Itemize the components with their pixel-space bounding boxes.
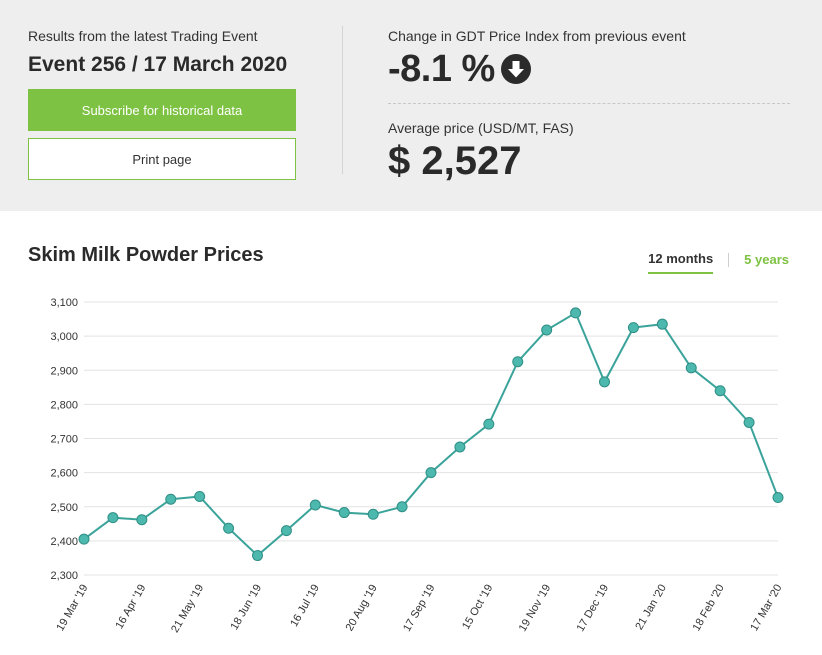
data-point xyxy=(570,307,582,319)
event-title: Event 256 / 17 March 2020 xyxy=(28,53,288,76)
series-line xyxy=(83,311,779,557)
data-point xyxy=(512,356,524,368)
event-summary: Results from the latest Trading Event Ev… xyxy=(28,28,296,180)
data-point xyxy=(627,322,639,334)
data-point xyxy=(194,491,206,503)
data-point xyxy=(714,385,726,397)
x-tick-label: 17 Mar '20 xyxy=(748,583,784,634)
y-tick-label: 2,800 xyxy=(50,399,78,411)
data-point xyxy=(165,493,177,505)
data-point xyxy=(685,362,697,374)
data-point xyxy=(338,507,350,519)
average-price-caption: Average price (USD/MT, FAS) xyxy=(388,120,574,136)
x-tick-label: 16 Jul '19 xyxy=(288,583,322,629)
tab-12-months[interactable]: 12 months xyxy=(648,251,714,274)
x-tick-label: 21 May '19 xyxy=(169,583,206,635)
data-point xyxy=(425,467,437,479)
y-tick-label: 2,700 xyxy=(50,434,78,446)
x-tick-label: 16 Apr '19 xyxy=(113,583,148,632)
data-point xyxy=(396,501,408,513)
print-page-button[interactable]: Print page xyxy=(28,138,296,180)
data-point xyxy=(772,492,784,504)
data-point xyxy=(136,514,148,526)
data-point xyxy=(743,416,755,428)
data-point xyxy=(656,318,668,330)
x-tick-label: 17 Dec '19 xyxy=(575,583,612,634)
data-point xyxy=(541,324,553,336)
summary-panel: Results from the latest Trading Event Ev… xyxy=(0,0,822,211)
x-tick-label: 19 Mar '19 xyxy=(54,583,90,634)
data-point xyxy=(454,441,466,453)
data-point xyxy=(483,418,495,430)
subscribe-button[interactable]: Subscribe for historical data xyxy=(28,89,296,131)
arrow-down-circle-icon xyxy=(500,54,531,84)
tab-separator xyxy=(728,252,730,267)
y-tick-label: 2,400 xyxy=(50,536,78,548)
data-point xyxy=(599,376,610,388)
change-row: -8.1 % xyxy=(388,47,790,91)
vertical-divider xyxy=(342,26,343,174)
tab-5-years[interactable]: 5 years xyxy=(744,252,789,267)
change-value: -8.1 % xyxy=(388,48,495,90)
y-tick-label: 2,600 xyxy=(50,468,78,480)
y-tick-label: 3,000 xyxy=(50,331,78,343)
x-tick-label: 21 Jan '20 xyxy=(633,583,669,633)
data-point xyxy=(107,512,119,524)
x-tick-label: 19 Nov '19 xyxy=(517,583,554,634)
y-tick-label: 2,300 xyxy=(50,570,78,582)
price-line-chart: 2,300 2,400 2,500 2,600 2,700 2,800 2,900 3,000… xyxy=(50,297,784,635)
results-caption: Results from the latest Trading Event xyxy=(28,28,258,44)
data-point xyxy=(78,533,90,545)
dotted-separator xyxy=(388,103,790,104)
x-tick-label: 18 Jun '19 xyxy=(228,583,264,633)
x-tick-label: 17 Sep '19 xyxy=(401,583,438,634)
y-tick-label: 2,900 xyxy=(50,365,78,377)
y-tick-label: 2,500 xyxy=(50,502,78,514)
data-point xyxy=(223,522,235,534)
data-point xyxy=(367,508,379,520)
x-tick-label: 20 Aug '19 xyxy=(344,583,380,634)
change-caption: Change in GDT Price Index from previous … xyxy=(388,28,686,44)
chart-title: Skim Milk Powder Prices xyxy=(28,244,264,266)
x-tick-label: 18 Feb '20 xyxy=(691,583,727,634)
price-summary: Change in GDT Price Index from previous … xyxy=(388,28,790,184)
data-point xyxy=(280,525,292,537)
average-price-value: $ 2,527 xyxy=(388,139,522,183)
x-tick-label: 15 Oct '19 xyxy=(460,583,495,632)
range-tabs: 12 months 5 years xyxy=(648,251,789,274)
data-point xyxy=(252,550,263,562)
data-point xyxy=(309,499,321,511)
y-tick-label: 3,100 xyxy=(50,297,78,309)
